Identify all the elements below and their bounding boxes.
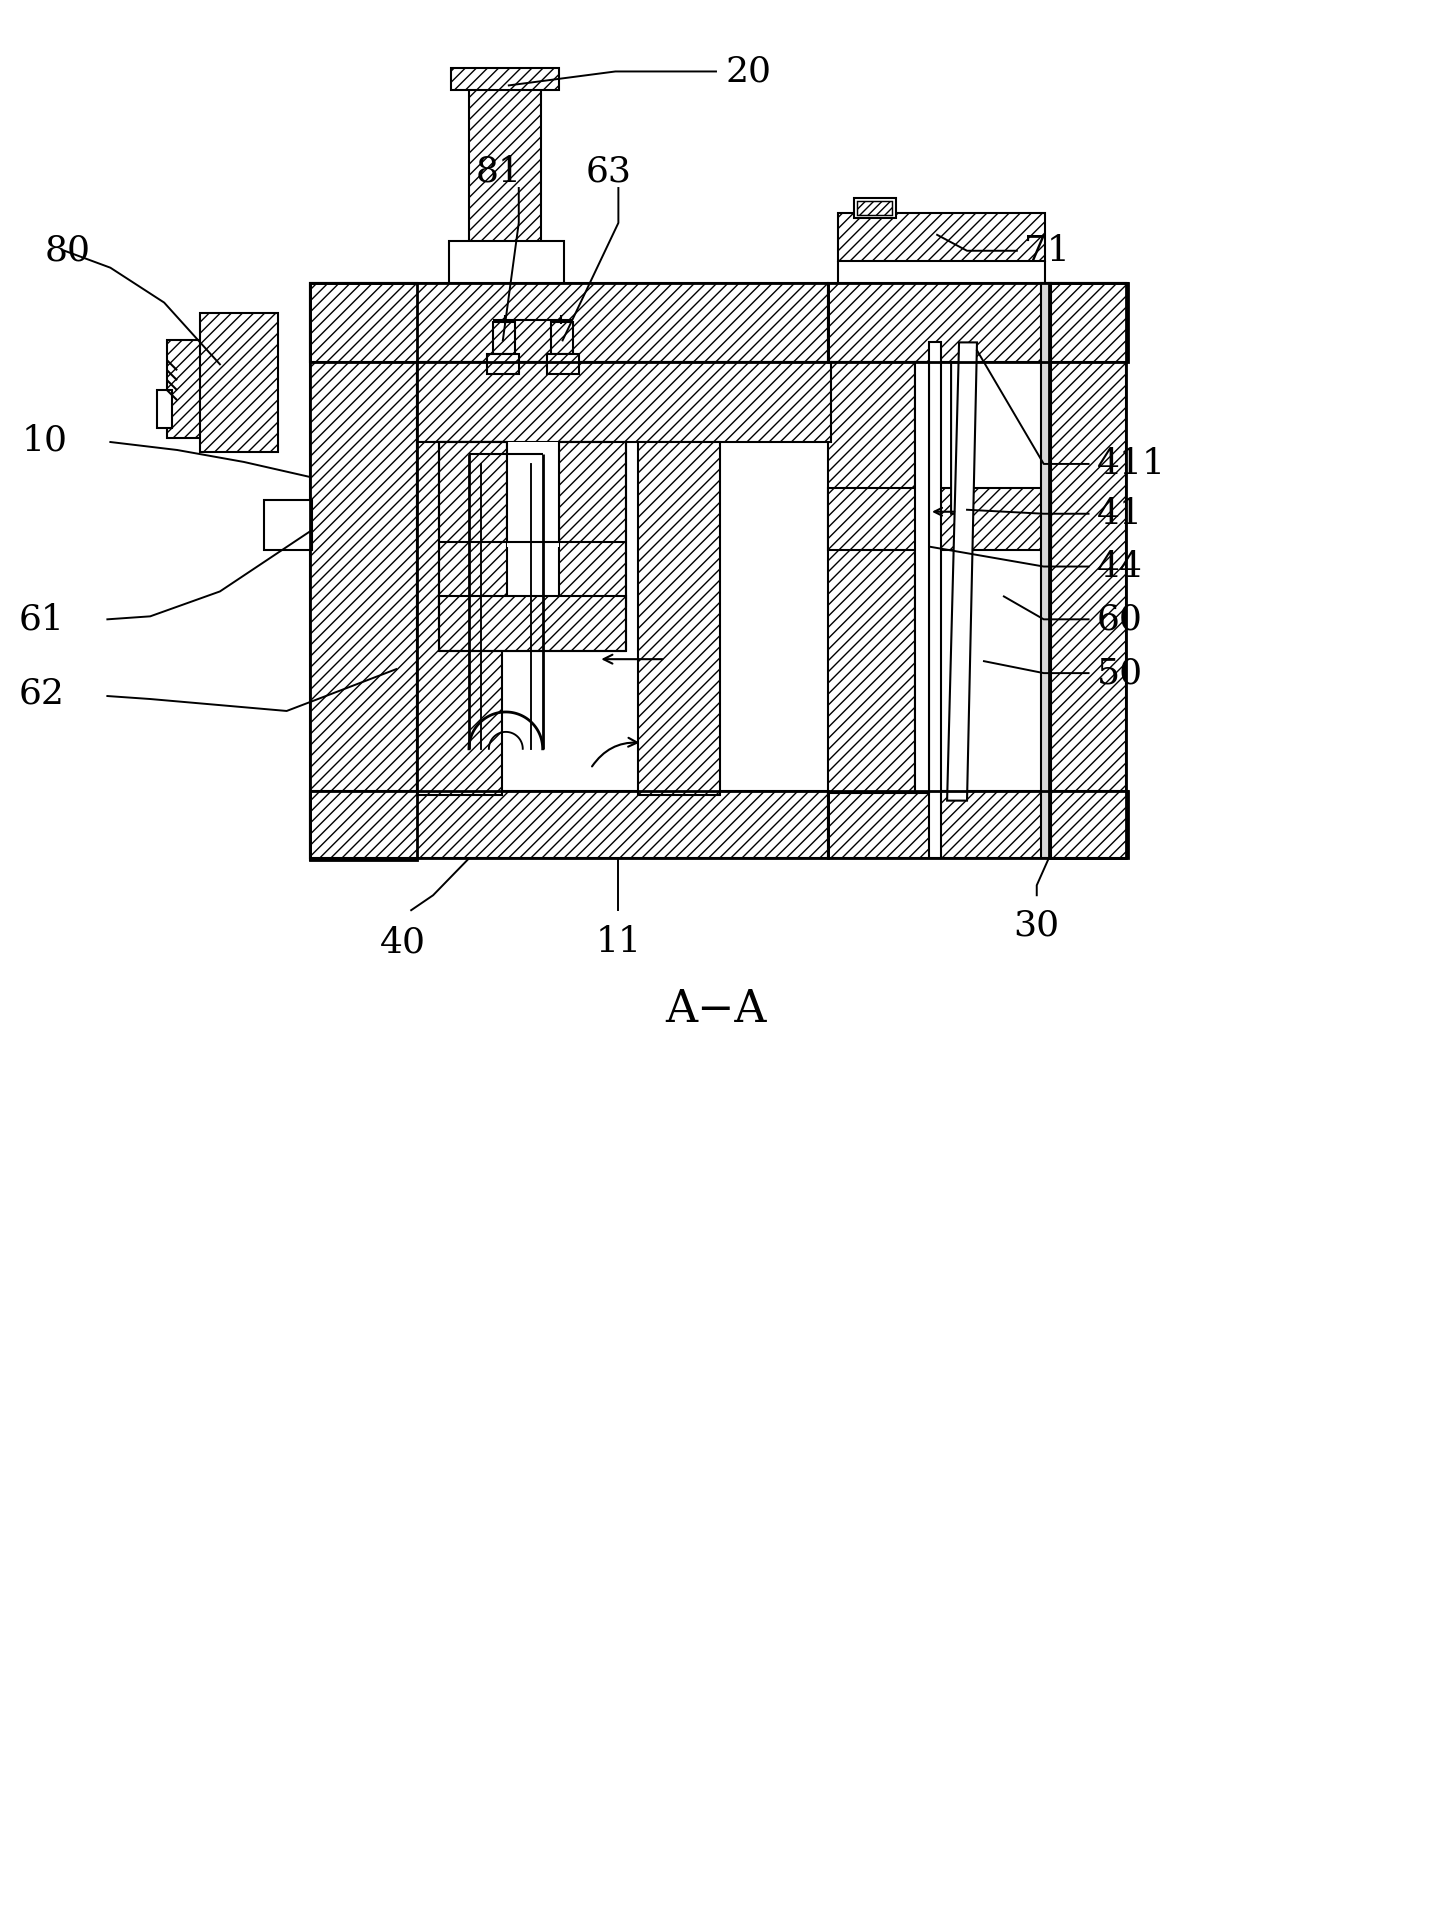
Text: 63: 63 <box>586 154 632 188</box>
Bar <box>828 282 1128 363</box>
Bar <box>915 363 929 793</box>
Bar <box>309 282 828 363</box>
Bar <box>309 282 828 363</box>
Bar <box>309 791 828 858</box>
Bar <box>858 202 892 215</box>
Polygon shape <box>951 363 971 515</box>
Bar <box>1048 282 1127 858</box>
Bar <box>168 340 275 438</box>
Bar <box>855 198 896 217</box>
Bar <box>200 313 278 451</box>
Bar <box>493 323 514 355</box>
Bar <box>828 791 1128 858</box>
Text: 71: 71 <box>1024 234 1070 267</box>
Text: 11: 11 <box>596 925 642 960</box>
Bar <box>440 442 507 607</box>
Bar <box>468 84 541 284</box>
Bar <box>1048 282 1127 858</box>
Bar <box>828 363 915 793</box>
Bar <box>828 488 1051 549</box>
Bar <box>487 355 518 374</box>
Bar <box>929 342 941 858</box>
Text: 20: 20 <box>726 54 772 88</box>
Bar <box>450 240 564 282</box>
Text: 44: 44 <box>1097 549 1143 584</box>
Bar <box>828 282 1128 363</box>
Text: 80: 80 <box>44 234 90 267</box>
Text: 61: 61 <box>19 603 64 636</box>
Bar <box>507 442 558 547</box>
Bar <box>639 442 720 795</box>
Polygon shape <box>947 342 977 801</box>
Bar <box>1041 282 1051 858</box>
Bar <box>828 791 1128 858</box>
Bar <box>263 499 312 549</box>
Text: 50: 50 <box>1097 657 1143 689</box>
Bar <box>417 442 501 795</box>
Bar <box>551 323 573 355</box>
Text: A−A: A−A <box>666 989 766 1031</box>
Bar <box>309 282 417 860</box>
Bar <box>158 390 172 428</box>
Text: 41: 41 <box>1097 497 1143 530</box>
Text: 411: 411 <box>1097 447 1166 480</box>
Bar <box>451 69 558 90</box>
Text: 62: 62 <box>19 676 64 710</box>
Bar <box>440 597 626 651</box>
Bar <box>838 213 1045 261</box>
Text: 30: 30 <box>1014 908 1060 943</box>
Text: 10: 10 <box>21 422 67 457</box>
Bar <box>547 355 579 374</box>
Bar <box>417 363 831 442</box>
Text: 81: 81 <box>475 154 521 188</box>
Bar <box>558 442 626 607</box>
Bar <box>309 791 828 858</box>
Bar <box>309 282 417 860</box>
Text: 40: 40 <box>381 925 427 960</box>
Text: 60: 60 <box>1097 603 1143 636</box>
